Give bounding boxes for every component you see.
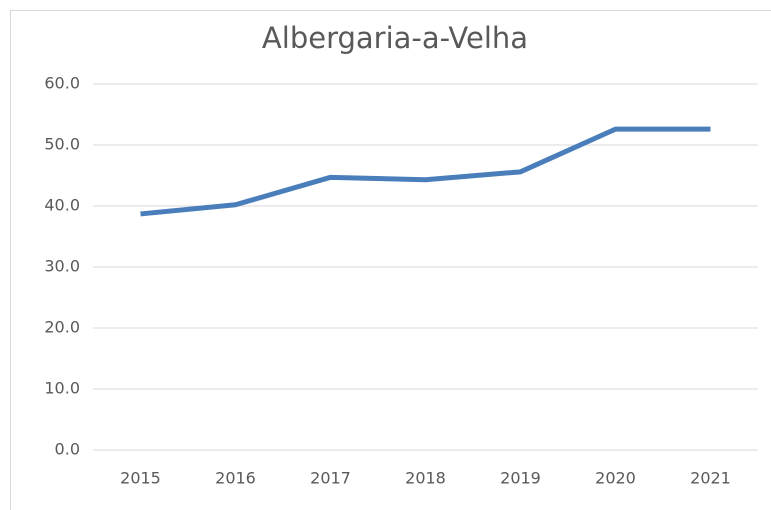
- y-tick-label: 40.0: [44, 196, 80, 215]
- x-tick-label: 2021: [690, 469, 731, 488]
- y-tick-label: 30.0: [44, 257, 80, 276]
- y-tick-label: 0.0: [55, 440, 80, 459]
- x-tick-label: 2018: [405, 469, 446, 488]
- x-tick-label: 2017: [310, 469, 351, 488]
- chart-title: Albergaria-a-Velha: [262, 21, 528, 55]
- x-tick-label: 2020: [595, 469, 636, 488]
- data-line: [140, 126, 711, 217]
- x-tick-label: 2016: [215, 469, 256, 488]
- chart-frame: [10, 10, 771, 510]
- x-tick-label: 2015: [120, 469, 161, 488]
- y-tick-label: 20.0: [44, 318, 80, 337]
- x-tick-label: 2019: [500, 469, 541, 488]
- y-tick-label: 60.0: [44, 74, 80, 93]
- y-tick-label: 10.0: [44, 379, 80, 398]
- y-tick-label: 50.0: [44, 135, 80, 154]
